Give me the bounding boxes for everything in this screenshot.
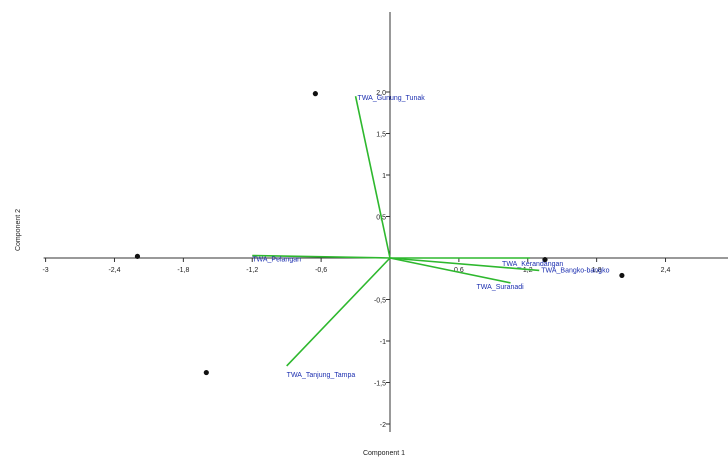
x-tick-label: -3 (42, 267, 48, 274)
vector-twa-suranadi (389, 257, 511, 284)
x-tick-label: -1,2 (246, 267, 258, 274)
data-point (203, 369, 209, 376)
y-tick-label: -1 (380, 339, 386, 346)
vector-twa-gunung-tunak (354, 95, 391, 259)
x-tick-label: 0,6 (454, 267, 464, 274)
axes: -3-2,4-1,8-1,2-0,60,61,21,82,42,01,510,5… (42, 12, 728, 432)
x-tick-label: 1,2 (523, 267, 533, 274)
y-tick-label: 1,5 (376, 132, 386, 139)
y-tick-label: -0,5 (374, 298, 386, 305)
y-tick-label: 2,0 (376, 90, 386, 97)
x-tick-label: -1,8 (177, 267, 189, 274)
label-twa-tanjung-tampa: TWA_Tanjung_Tampa (287, 372, 356, 379)
data-point (542, 257, 548, 263)
y-tick-label: -2 (380, 422, 386, 429)
y-tick-label: -1,5 (374, 381, 386, 388)
x-axis-title: Component 1 (363, 450, 405, 457)
label-twa-gunung-tunak: TWA_Gunung_Tunak (358, 95, 426, 102)
score-points (134, 91, 625, 376)
vector-twa-bangko-bangko (389, 257, 540, 272)
label-twa-suranadi: TWA_Suranadi (477, 284, 525, 291)
vector-twa-tanjung-tampa (286, 257, 391, 367)
vector-labels: TWA_Gunung_Tunak TWA_Pelangan TWA_Tanjung_… (252, 95, 609, 379)
label-twa-pelangan: TWA_Pelangan (252, 257, 301, 264)
y-tick-label: 1 (382, 173, 386, 180)
loading-vectors (252, 95, 540, 367)
vector-twa-pelangan (252, 254, 391, 259)
data-point (312, 91, 318, 97)
data-point (619, 272, 625, 279)
x-tick-label: 1,8 (592, 267, 602, 274)
label-twa-kerandangan: TWA_Kerandangan (502, 261, 563, 268)
label-twa-bangko-bangko: TWA_Bangko-bangko (541, 267, 609, 274)
data-point (134, 253, 141, 259)
x-tick-label: -2,4 (108, 267, 120, 274)
x-tick-label: 2,4 (661, 267, 671, 274)
x-tick-label: -0,6 (315, 267, 327, 274)
y-axis-title: Component 2 (15, 209, 22, 251)
